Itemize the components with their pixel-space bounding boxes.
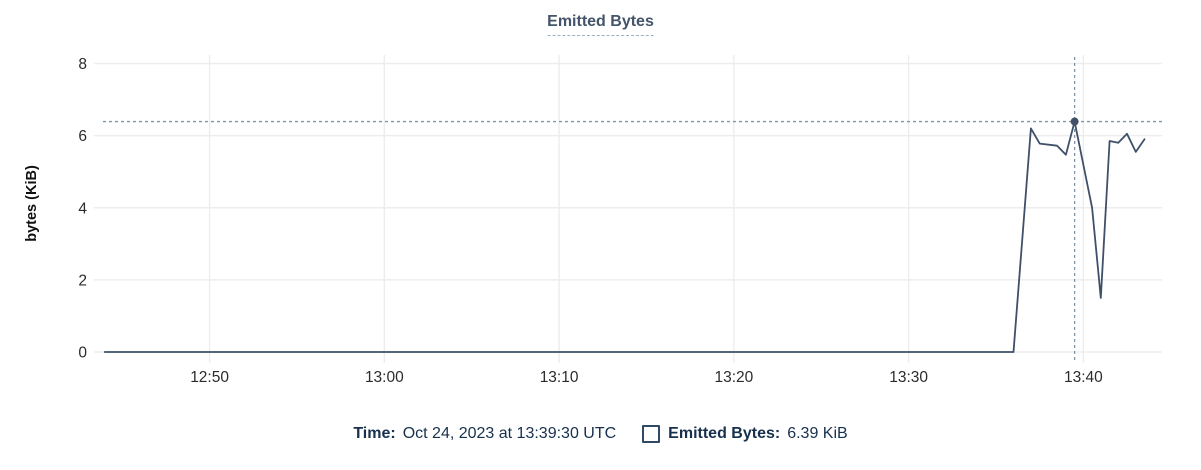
series-line-emitted-bytes xyxy=(103,120,1146,353)
tooltip-time-readout: Time: Oct 24, 2023 at 13:39:30 UTC xyxy=(353,425,616,443)
y-tick-label: 2 xyxy=(78,272,87,289)
highlighted-point xyxy=(1070,117,1079,126)
legend-series-label: Emitted Bytes: xyxy=(668,425,781,442)
y-tick-label: 8 xyxy=(78,56,87,73)
x-tick-label: 13:20 xyxy=(714,369,753,386)
legend-item-emitted-bytes[interactable]: Emitted Bytes: 6.39 KiB xyxy=(642,425,848,443)
chart-footer: Time: Oct 24, 2023 at 13:39:30 UTC Emitt… xyxy=(0,425,1201,443)
y-axis-title: bytes (KiB) xyxy=(24,165,40,242)
chart-plot-area[interactable]: 12:50 13:00 13:10 13:20 13:30 13:40 0 2 4 6 8 bytes… xyxy=(0,0,1201,412)
y-tick-label: 6 xyxy=(78,128,87,145)
x-tick-label: 13:10 xyxy=(540,369,579,386)
x-tick-label: 13:30 xyxy=(889,369,928,386)
y-tick-label: 0 xyxy=(78,345,87,362)
y-tick-label: 4 xyxy=(78,200,87,217)
legend-checkbox-icon[interactable] xyxy=(642,425,661,443)
time-value: Oct 24, 2023 at 13:39:30 UTC xyxy=(402,425,617,442)
time-label: Time: xyxy=(353,425,396,442)
chart-title[interactable]: Emitted Bytes xyxy=(547,13,654,36)
x-tick-label: 13:40 xyxy=(1064,369,1103,386)
x-tick-label: 12:50 xyxy=(190,369,229,386)
legend-series-value: 6.39 KiB xyxy=(787,425,848,442)
x-tick-label: 13:00 xyxy=(365,369,404,386)
